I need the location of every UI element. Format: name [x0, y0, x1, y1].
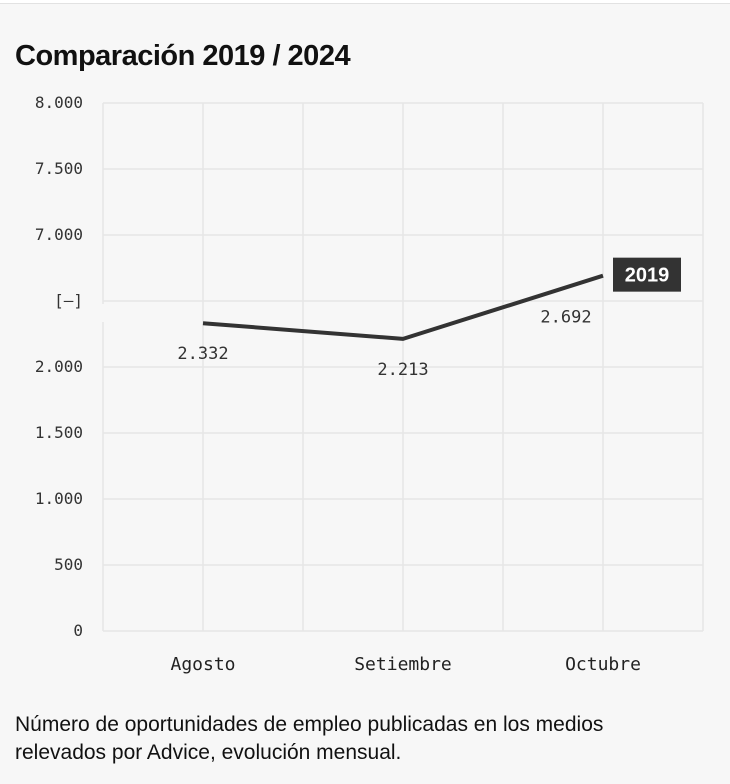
series-tag-label: 2019 — [625, 265, 670, 287]
line-chart: 8.000 7.500 7.000 [–] 2.000 1.500 1.000 500 0 Ago… — [35, 93, 704, 675]
top-border — [0, 0, 730, 4]
axis-break-label: [–] — [54, 291, 83, 310]
data-label-2019: 2.213 — [377, 360, 428, 380]
chart-title: Comparación 2019 / 2024 — [15, 40, 351, 72]
y-tick-label: 2.000 — [35, 357, 83, 376]
y-tick-label: 7.500 — [35, 159, 83, 178]
y-tick-label: 8.000 — [35, 93, 83, 112]
y-tick-label: 0 — [73, 621, 83, 640]
y-tick-label: 1.000 — [35, 489, 83, 508]
chart-caption: Número de oportunidades de empleo public… — [15, 713, 604, 764]
y-tick-label: 7.000 — [35, 225, 83, 244]
x-tick-label: Agosto — [170, 654, 235, 675]
x-tick-label: Setiembre — [354, 654, 452, 675]
data-label-2019: 2.332 — [177, 344, 228, 364]
data-label-2019: 2.692 — [540, 308, 591, 328]
series-tag-2019 — [613, 257, 681, 292]
y-tick-label: 1.500 — [35, 423, 83, 442]
x-tick-label: Octubre — [565, 654, 641, 675]
axis-break-gap — [101, 304, 107, 322]
y-tick-label: 500 — [54, 555, 83, 574]
series-line-2019 — [202, 273, 604, 341]
